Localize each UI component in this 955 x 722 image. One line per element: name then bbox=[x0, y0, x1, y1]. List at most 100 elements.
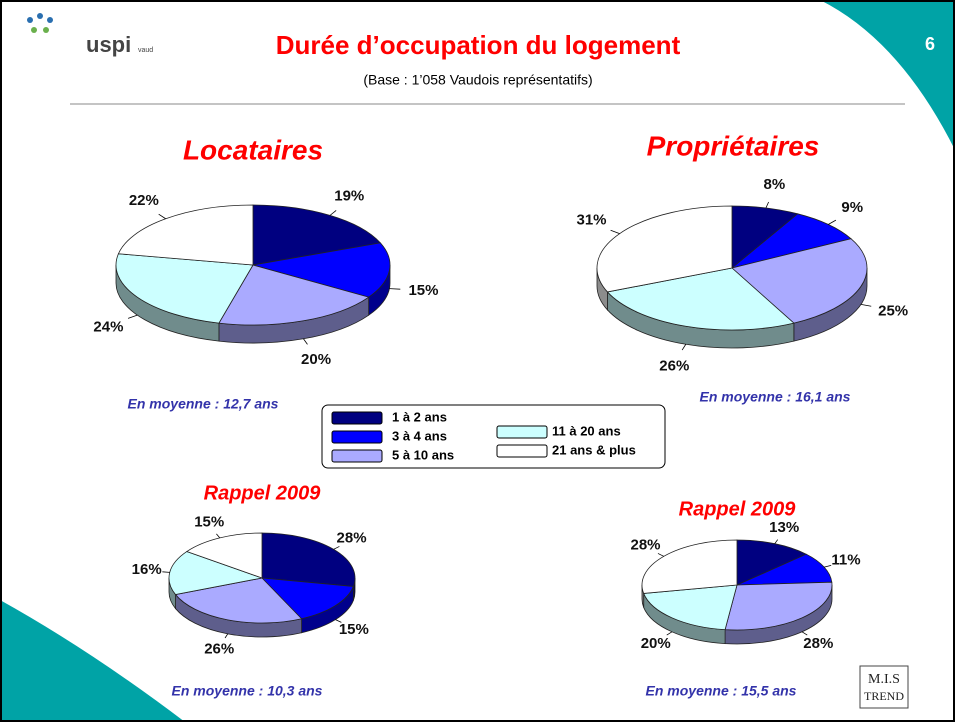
legend-label: 21 ans & plus bbox=[552, 442, 636, 457]
slice bbox=[641, 539, 738, 608]
slice-top bbox=[252, 204, 382, 266]
slice bbox=[643, 584, 738, 645]
logo-text: vaud bbox=[138, 47, 153, 54]
leader-line bbox=[801, 631, 808, 636]
data-label: 16% bbox=[132, 561, 162, 578]
leader-line bbox=[127, 314, 138, 319]
chart-title: Propriétaires bbox=[647, 130, 820, 161]
data-label: 28% bbox=[630, 536, 660, 553]
data-label: 26% bbox=[659, 357, 689, 374]
chart-title: Rappel 2009 bbox=[679, 498, 797, 520]
slice bbox=[606, 267, 795, 349]
logo-dot bbox=[47, 17, 53, 23]
slice-top bbox=[736, 553, 833, 586]
leader-line bbox=[828, 219, 837, 225]
slice bbox=[174, 577, 303, 638]
slice-top bbox=[596, 205, 733, 293]
legend-label: 1 à 2 ans bbox=[392, 409, 447, 424]
average-note: En moyenne : 12,7 ans bbox=[128, 396, 279, 412]
logo-dot bbox=[27, 17, 33, 23]
mis-logo: M.I.S TREND bbox=[859, 665, 909, 709]
slice bbox=[115, 253, 254, 342]
leader-line bbox=[860, 304, 872, 307]
data-label: 9% bbox=[841, 199, 863, 216]
slice-top bbox=[117, 204, 254, 266]
data-label: 25% bbox=[878, 302, 908, 319]
leader-line bbox=[162, 571, 170, 573]
legend-label: 3 à 4 ans bbox=[392, 428, 447, 443]
average-note: En moyenne : 10,3 ans bbox=[172, 683, 323, 699]
data-label: 20% bbox=[641, 635, 671, 652]
slice bbox=[261, 532, 356, 601]
logo-dot bbox=[43, 27, 49, 33]
logo-text: TREND bbox=[864, 689, 904, 703]
leader-line bbox=[333, 546, 340, 550]
data-label: 31% bbox=[576, 212, 606, 229]
legend-label: 11 à 20 ans bbox=[552, 423, 621, 438]
data-label: 15% bbox=[339, 621, 369, 638]
slice bbox=[218, 264, 370, 344]
leader-line bbox=[329, 210, 337, 216]
data-label: 15% bbox=[194, 514, 224, 531]
logo-box bbox=[859, 665, 909, 709]
data-label: 19% bbox=[334, 187, 364, 204]
data-label: 26% bbox=[204, 641, 234, 658]
data-label: 28% bbox=[337, 529, 367, 546]
average-note: En moyenne : 16,1 ans bbox=[700, 389, 851, 405]
slide-subtitle: (Base : 1’058 Vaudois représentatifs) bbox=[363, 72, 592, 88]
leader-line bbox=[224, 633, 229, 639]
leader-line bbox=[774, 539, 779, 544]
slice bbox=[724, 581, 833, 645]
page-number: 6 bbox=[925, 34, 935, 54]
data-label: 13% bbox=[769, 519, 799, 536]
leader-line bbox=[610, 229, 620, 235]
data-label: 28% bbox=[803, 635, 833, 652]
slide-title: Durée d’occupation du logement bbox=[276, 30, 681, 60]
leader-line bbox=[303, 338, 308, 345]
leader-line bbox=[824, 564, 832, 568]
leader-line bbox=[335, 619, 342, 623]
corner-shape bbox=[820, 0, 955, 150]
slice-top bbox=[218, 264, 370, 326]
chart-title: Rappel 2009 bbox=[204, 482, 322, 504]
corner-shape bbox=[0, 600, 185, 722]
chart-title: Locataires bbox=[183, 134, 323, 165]
slice bbox=[117, 204, 254, 266]
data-label: 20% bbox=[301, 351, 331, 368]
logo: uspi vaud bbox=[27, 13, 153, 57]
logo-dot bbox=[37, 13, 43, 19]
leader-line bbox=[389, 288, 401, 290]
slice-top bbox=[260, 577, 354, 620]
legend-swatch bbox=[331, 449, 383, 463]
leader-line bbox=[158, 213, 166, 220]
leader-line bbox=[666, 631, 673, 636]
leader-line bbox=[765, 201, 769, 209]
slice-top bbox=[261, 532, 356, 587]
leader-line bbox=[216, 533, 221, 539]
slice bbox=[185, 532, 263, 579]
data-label: 11% bbox=[831, 551, 860, 568]
slice-top bbox=[115, 253, 254, 324]
slice-top bbox=[606, 267, 795, 331]
slice-top bbox=[643, 584, 738, 631]
data-label: 15% bbox=[408, 282, 438, 299]
data-label: 8% bbox=[764, 176, 786, 193]
data-label: 22% bbox=[129, 192, 159, 209]
leader-line bbox=[681, 344, 687, 351]
data-label: 24% bbox=[93, 318, 123, 335]
logo-text: M.I.S bbox=[868, 672, 900, 687]
slice-top bbox=[724, 581, 833, 631]
slice-top bbox=[185, 532, 263, 579]
legend-swatch bbox=[331, 411, 383, 425]
slice-top bbox=[731, 238, 868, 324]
legend-box bbox=[321, 404, 666, 469]
legend-swatch bbox=[496, 425, 548, 439]
slice-top bbox=[252, 242, 391, 298]
legend-swatch bbox=[496, 444, 548, 458]
slice bbox=[736, 553, 833, 586]
average-note: En moyenne : 15,5 ans bbox=[646, 683, 797, 699]
slice-top bbox=[174, 577, 303, 624]
slice bbox=[252, 204, 382, 266]
slice-top bbox=[641, 539, 738, 594]
